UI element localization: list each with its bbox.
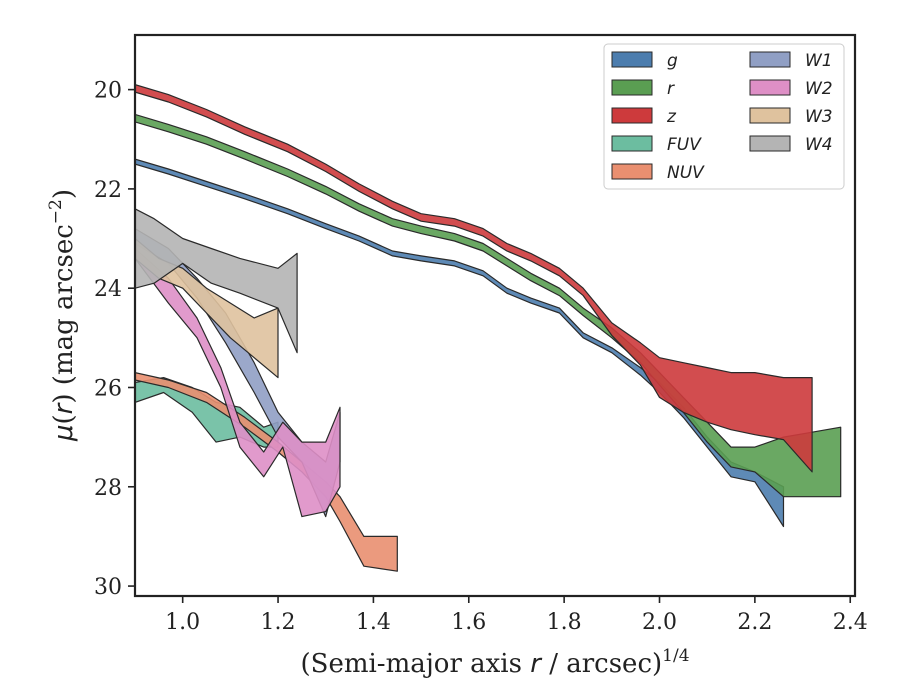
y-tick-label: 26	[94, 376, 122, 401]
legend-label-r: r	[667, 79, 675, 99]
legend-swatch-w2	[749, 79, 791, 96]
x-tick-label: 2.2	[737, 610, 772, 635]
plot-frame	[133, 33, 857, 598]
band-z	[135, 83, 813, 473]
band-w3	[135, 237, 279, 379]
y-axis-label: μ(r) (mag arcsec−2)	[46, 189, 79, 442]
legend-swatch-w4	[749, 135, 791, 152]
legend-swatch-r	[611, 79, 653, 96]
y-tick-label: 22	[94, 178, 122, 203]
axis-ticks: 1.0 1.2 1.4 1.6 1.8 2.0 2.2 2.4 20 22 24 26 28 30	[94, 79, 868, 635]
band-w2	[135, 247, 341, 518]
legend-swatch-fuv	[611, 135, 653, 152]
band-nuv	[135, 372, 398, 572]
y-tick-label: 20	[94, 79, 122, 104]
band-r	[135, 113, 842, 498]
legend-label-g: g	[667, 51, 678, 71]
band-w4	[135, 208, 298, 354]
y-tick-label: 24	[94, 277, 122, 302]
legend-swatch-g	[611, 51, 653, 68]
legend-label-w1: W1	[805, 51, 833, 71]
legend-swatch-z	[611, 107, 653, 124]
legend-swatch-w1	[749, 51, 791, 68]
legend-label-w3: W3	[805, 107, 833, 127]
legend-label-z: z	[666, 107, 677, 127]
x-tick-label: 1.0	[165, 610, 200, 635]
x-tick-label: 1.4	[356, 610, 391, 635]
x-axis-label: (Semi-major axis r / arcsec)1/4	[300, 646, 689, 679]
legend-swatch-w3	[749, 107, 791, 124]
legend-label-w4: W4	[805, 135, 833, 155]
band-g	[135, 158, 785, 528]
legend: grz FUV NUV W1 W2 W3 W4	[603, 43, 845, 190]
legend-label-w2: W2	[805, 79, 833, 99]
x-tick-label: 1.6	[451, 610, 486, 635]
series-bands	[135, 83, 842, 572]
x-tick-label: 1.8	[547, 610, 582, 635]
x-tick-label: 1.2	[261, 610, 296, 635]
legend-label-fuv: FUV	[667, 135, 702, 155]
y-tick-label: 30	[94, 575, 122, 600]
legend-label-nuv: NUV	[667, 163, 705, 183]
legend-swatch-nuv	[611, 163, 653, 180]
x-tick-label: 2.0	[642, 610, 677, 635]
y-tick-label: 28	[94, 476, 122, 501]
x-tick-label: 2.4	[833, 610, 868, 635]
